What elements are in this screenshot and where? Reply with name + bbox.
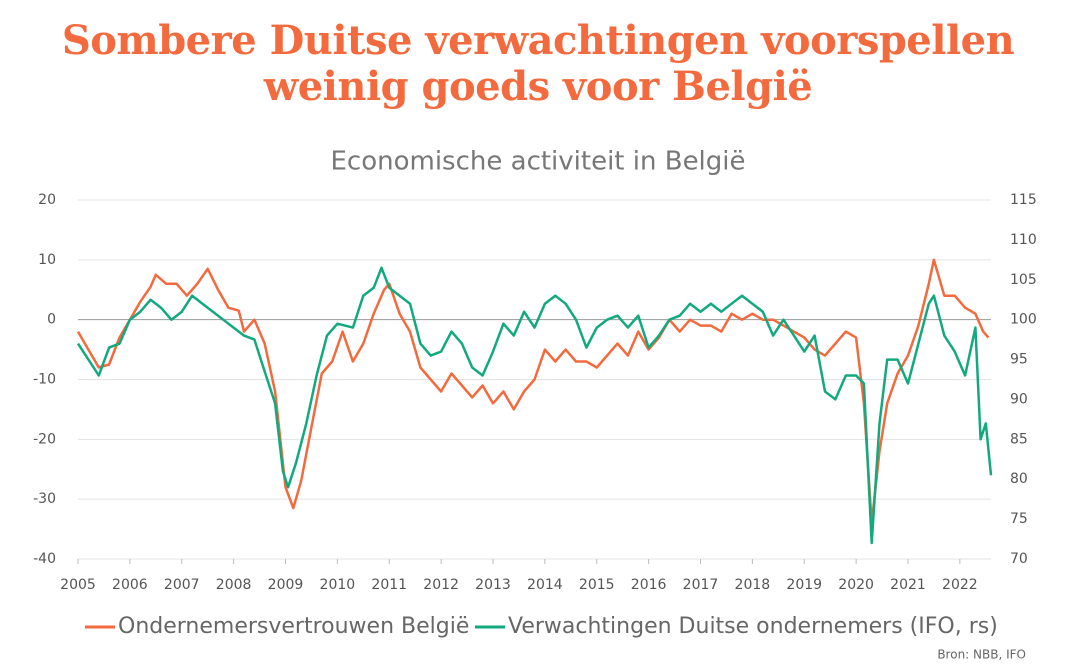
y2-tick-label: 100 xyxy=(1010,312,1037,328)
y2-tick-label: 115 xyxy=(1010,192,1037,208)
x-tick-label: 2018 xyxy=(735,577,771,593)
chart-subtitle: Economische activiteit in België xyxy=(330,147,745,177)
y2-tick-label: 110 xyxy=(1010,232,1037,248)
y-tick-label: 10 xyxy=(38,252,56,268)
y-tick-label: -10 xyxy=(33,372,56,388)
y-tick-label: -40 xyxy=(33,551,56,567)
y2-tick-label: 80 xyxy=(1010,471,1028,487)
x-tick-label: 2022 xyxy=(942,577,978,593)
y-tick-label: -20 xyxy=(33,431,56,447)
y2-tick-label: 95 xyxy=(1010,352,1028,368)
x-tick-label: 2016 xyxy=(631,577,667,593)
y-tick-label: 0 xyxy=(47,312,56,328)
x-tick-label: 2006 xyxy=(112,577,148,593)
chart-title: Sombere Duitse verwachtingen voorspellen… xyxy=(61,17,1015,110)
x-tick-label: 2010 xyxy=(320,577,356,593)
x-tick-label: 2012 xyxy=(423,577,459,593)
x-tick-label: 2009 xyxy=(268,577,304,593)
x-tick-label: 2015 xyxy=(579,577,615,593)
y-tick-label: 20 xyxy=(38,192,56,208)
x-tick-label: 2013 xyxy=(475,577,511,593)
y2-tick-label: 85 xyxy=(1010,431,1028,447)
x-tick-label: 2019 xyxy=(786,577,822,593)
x-tick-label: 2007 xyxy=(164,577,200,593)
legend-label: Ondernemersvertrouwen België xyxy=(118,614,469,639)
x-tick-label: 2008 xyxy=(216,577,252,593)
x-tick-label: 2020 xyxy=(838,577,874,593)
series-line xyxy=(76,258,990,525)
source: Bron: NBB, IFO xyxy=(937,648,1026,662)
x-tick-label: 2021 xyxy=(890,577,926,593)
series-line xyxy=(76,266,993,545)
title-box: Sombere Duitse verwachtingen voorspellen… xyxy=(0,18,1076,110)
x-tick-label: 2005 xyxy=(60,577,96,593)
legend-label: Verwachtingen Duitse ondernemers (IFO, r… xyxy=(508,614,998,639)
y2-tick-label: 75 xyxy=(1010,511,1028,527)
y2-tick-label: 90 xyxy=(1010,391,1028,407)
x-tick-label: 2014 xyxy=(527,577,563,593)
x-tick-label: 2017 xyxy=(683,577,719,593)
y-tick-label: -30 xyxy=(33,491,56,507)
y2-tick-label: 70 xyxy=(1010,551,1028,567)
y2-tick-label: 105 xyxy=(1010,272,1037,288)
x-tick-label: 2011 xyxy=(371,577,407,593)
